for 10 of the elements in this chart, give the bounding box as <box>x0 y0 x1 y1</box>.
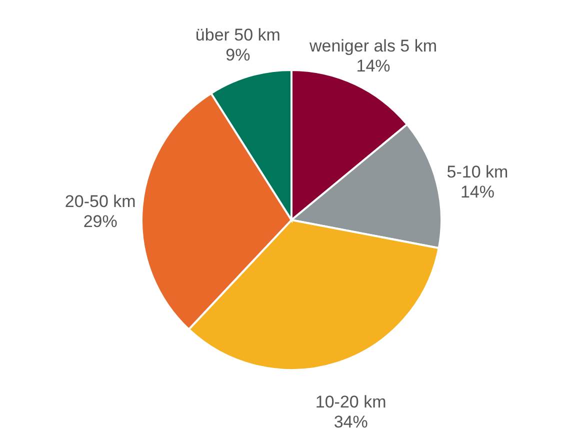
data-label: 14% <box>356 56 390 76</box>
slice-label: weniger als 5 km <box>308 36 438 56</box>
slice-label: über 50 km <box>195 26 280 45</box>
data-label: 29% <box>83 212 118 231</box>
slice-label: 20-50 km <box>64 192 136 211</box>
data-label: 34% <box>334 412 368 432</box>
data-label: 9% <box>226 46 250 65</box>
slice-label: 10-20 km <box>315 392 386 412</box>
slice-label: 5-10 km <box>446 162 508 182</box>
data-label: 14% <box>460 182 494 202</box>
